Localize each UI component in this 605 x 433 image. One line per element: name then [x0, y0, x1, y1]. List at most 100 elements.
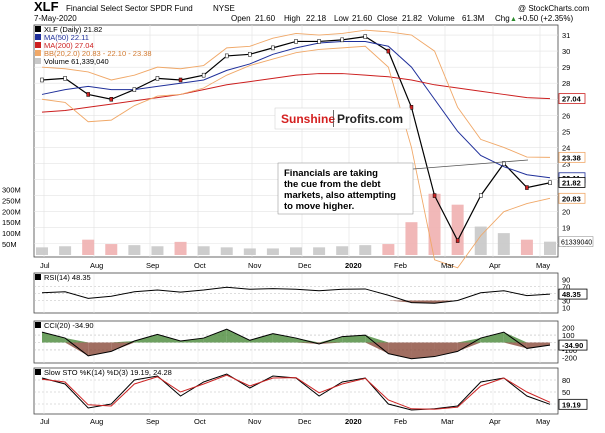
volume-bar [428, 193, 441, 255]
price-point [155, 76, 160, 81]
price-y-tick-label: 30 [562, 47, 570, 56]
price-point [478, 193, 483, 198]
price-y-tick-label: 29 [562, 63, 570, 72]
volume-bar [451, 204, 464, 255]
bb-upper-last-value: 23.38 [562, 153, 581, 162]
cci-fill-down [411, 342, 435, 359]
x-tick-label: Sep [146, 261, 159, 270]
sto-panel-frame [33, 367, 559, 415]
legend-swatch-ma50 [35, 34, 41, 40]
cci-fill-up [480, 332, 504, 343]
rsi-legend: RSI(14) 48.35 [44, 273, 91, 282]
legend-ma200: MA(200) 27.04 [44, 41, 94, 50]
volume-y-tick-label: 150M [2, 218, 21, 227]
rsi-y-tick-label: 30 [562, 297, 570, 306]
cci-legend-swatch [35, 322, 41, 328]
price-point [248, 52, 252, 57]
x-tick-label: Feb [394, 417, 407, 426]
quote-low: 21.60 [352, 14, 373, 23]
x-tick-label: Apr [489, 417, 501, 426]
price-y-tick-label: 31 [562, 31, 570, 40]
price-y-tick-label: 24 [562, 143, 570, 152]
bb-upper-line [41, 29, 551, 158]
x-tick-label: Oct [194, 261, 207, 270]
cci-fill-up [365, 335, 389, 343]
price-point [86, 92, 90, 97]
x-tick-label: Sep [146, 417, 159, 426]
price-panel: 3130292827262524232221201918 300M250M200… [2, 24, 594, 269]
volume-bar [243, 248, 256, 255]
legend-swatch-ma200 [35, 42, 41, 48]
volume-y-tick-label: 250M [2, 196, 21, 205]
volume-bar [82, 239, 95, 255]
price-y-tick-label: 26 [562, 111, 570, 120]
volume-bar [128, 245, 141, 255]
price-point [409, 105, 414, 110]
legend-swatch-price [35, 26, 41, 32]
volume-bar [474, 226, 487, 255]
cci-fill-up [226, 329, 250, 343]
quote-change-arrow-icon: ▲ [510, 16, 517, 23]
price-grid [34, 25, 558, 257]
volume-bar [220, 247, 233, 255]
cci-y-tick-label: -200 [562, 353, 577, 362]
cci-last-value: -34.90 [562, 341, 583, 350]
x-tick-label: Oct [194, 417, 207, 426]
x-tick-label: Dec [298, 417, 312, 426]
annotation-line: markets, also attempting [284, 190, 396, 201]
price-y-axis: 3130292827262524232221201918 [562, 31, 570, 249]
x-tick-label: Apr [489, 261, 501, 270]
price-point [340, 37, 344, 43]
legend-price: XLF (Daily) 21.82 [44, 25, 102, 34]
cci-y-axis: 2001000-100-200-34.90 [558, 324, 588, 362]
x-tick-label: Nov [248, 417, 262, 426]
cci-fill-up [342, 335, 366, 343]
sto-y-axis: 80502019.19 [558, 376, 588, 410]
volume-bar [290, 247, 302, 255]
sto-legend: Slow STO %K(14) %D(3) 19.19, 24.28 [44, 368, 172, 377]
sunshine-profits-logo: Sunshine Profits.com [274, 107, 411, 130]
sto-last-value: 19.19 [562, 400, 581, 409]
volume-bar [59, 246, 72, 255]
sto-panel: 80502019.19 Slow STO %K(14) %D(3) 19.19,… [33, 367, 588, 415]
rsi-y-tick-label: 10 [562, 304, 570, 313]
x-tick-label: May [536, 261, 550, 270]
quote-high: 22.18 [306, 14, 327, 23]
price-point [40, 77, 44, 83]
price-point [432, 193, 437, 198]
price-point [224, 53, 229, 59]
rsi-legend-swatch [35, 274, 41, 280]
price-panel-frame [33, 24, 559, 258]
bb-lower-last-value: 20.83 [562, 194, 581, 203]
x-tick-label: Mar [441, 261, 454, 270]
price-last-value-box [558, 177, 586, 188]
ma200-line [41, 73, 551, 113]
chart-header: XLF Financial Select Sector SPDR Fund NY… [34, 0, 590, 23]
legend-bb: BB(20,2.0) 20.83 - 22.10 - 23.38 [44, 49, 152, 58]
price-point [63, 76, 67, 81]
price-point [132, 87, 137, 92]
cci-fill-up [111, 341, 135, 343]
cci-line [41, 328, 551, 360]
ticker-symbol: XLF [34, 0, 59, 14]
volume-bar [359, 245, 372, 255]
volume-y-tick-label: 100M [2, 229, 21, 238]
cci-fill-up [249, 333, 273, 343]
legend-swatch-bb [35, 50, 41, 56]
rsi-last-value-box [558, 288, 588, 300]
volume-y-axis: 300M 250M 200M 150M 100M 50M [2, 185, 21, 249]
cci-fill-up [503, 332, 527, 343]
volume-bar [520, 239, 533, 255]
x-tick-label: Feb [394, 261, 407, 270]
sto-line [41, 373, 551, 411]
volume-bar [174, 241, 187, 255]
annotation-text: Financials are taking the cue from the de… [284, 168, 396, 212]
price-point [525, 185, 529, 190]
price-point [502, 161, 506, 166]
legend-swatch-volume [35, 58, 41, 64]
volume-y-tick-label: 200M [2, 207, 21, 216]
cci-fill-up [203, 329, 227, 343]
